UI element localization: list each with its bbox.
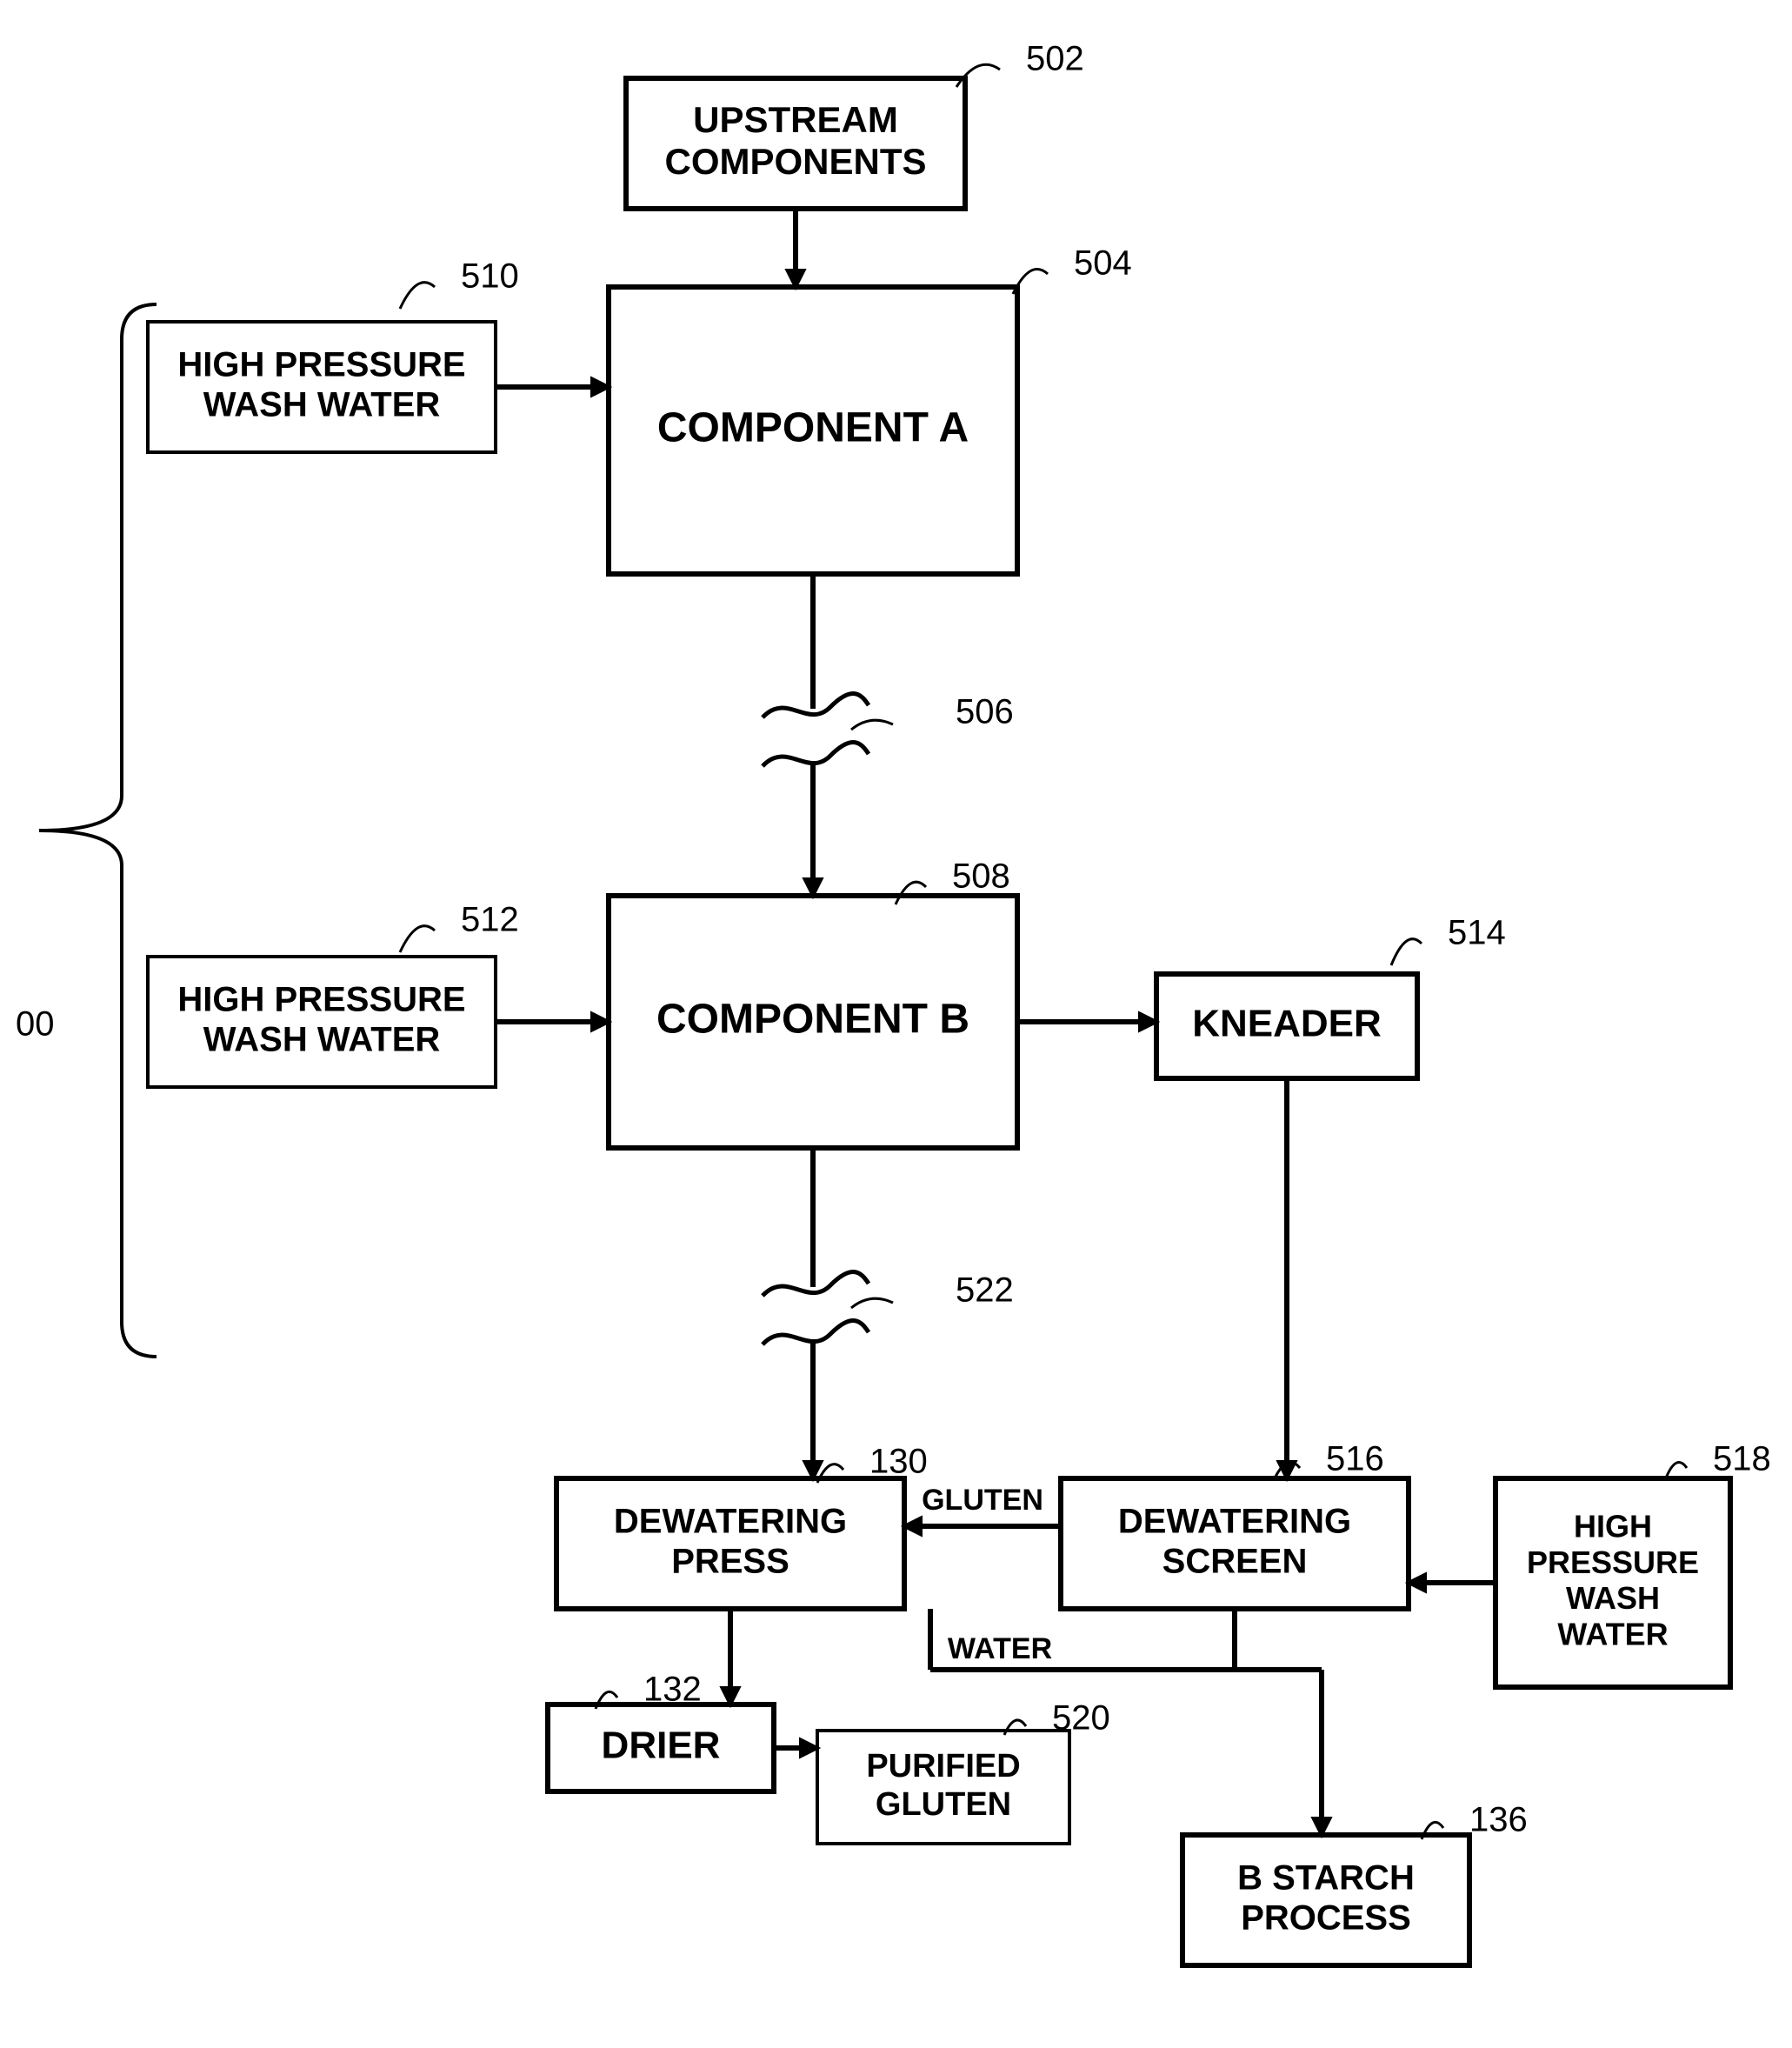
node-hpw512: HIGH PRESSUREWASH WATER	[148, 957, 496, 1087]
node-dewScreen-label: DEWATERING	[1118, 1503, 1351, 1541]
ref-522: 522	[956, 1271, 1014, 1310]
ref-lead-522	[851, 1298, 893, 1308]
node-purified-label: PURIFIED	[866, 1748, 1020, 1784]
ref-502: 502	[1026, 40, 1084, 78]
node-kneader: KNEADER	[1156, 974, 1417, 1078]
node-drier: DRIER	[548, 1704, 774, 1791]
ref-520: 520	[1052, 1699, 1110, 1738]
node-dewScreen-label: SCREEN	[1162, 1543, 1308, 1581]
ref-136: 136	[1469, 1801, 1528, 1839]
node-upstream-label: COMPONENTS	[664, 141, 926, 182]
node-drier-label: DRIER	[602, 1724, 721, 1767]
ref-00: 00	[16, 1005, 55, 1044]
node-kneader-label: KNEADER	[1192, 1003, 1382, 1045]
node-purified: PURIFIEDGLUTEN	[817, 1731, 1069, 1844]
ref-512: 512	[461, 901, 519, 939]
node-hpw518-label: HIGH	[1574, 1508, 1652, 1544]
node-hpw518: HIGHPRESSUREWASHWATER	[1496, 1478, 1730, 1687]
node-upstream: UPSTREAMCOMPONENTS	[626, 78, 965, 209]
node-dewPress: DEWATERINGPRESS	[556, 1478, 904, 1609]
node-compA-label: COMPONENT A	[657, 405, 969, 451]
node-upstream-label: UPSTREAM	[693, 99, 898, 140]
ref-506: 506	[956, 693, 1014, 731]
ref-130: 130	[869, 1443, 928, 1481]
node-dewScreen: DEWATERINGSCREEN	[1061, 1478, 1409, 1609]
brace-group	[39, 304, 157, 1357]
edge-compB-dewPress-break-1	[763, 1321, 869, 1344]
node-dewPress-label: PRESS	[671, 1543, 789, 1581]
node-hpw510-label: WASH WATER	[203, 386, 441, 424]
node-bstarch-label: PROCESS	[1241, 1899, 1411, 1938]
node-hpw518-label: WATER	[1557, 1617, 1668, 1652]
node-hpw510: HIGH PRESSUREWASH WATER	[148, 322, 496, 452]
ref-514: 514	[1448, 914, 1506, 952]
ref-518: 518	[1713, 1440, 1771, 1478]
node-hpw518-label: PRESSURE	[1527, 1544, 1699, 1580]
edge-compA-compB-break-1	[763, 743, 869, 766]
node-bstarch-label: B STARCH	[1237, 1859, 1415, 1898]
ref-lead-506	[851, 720, 893, 730]
node-hpw512-label: HIGH PRESSURE	[177, 981, 465, 1019]
node-bstarch: B STARCHPROCESS	[1182, 1835, 1469, 1965]
ref-lead-510	[400, 283, 435, 309]
ref-504: 504	[1074, 244, 1132, 283]
node-hpw510-label: HIGH PRESSURE	[177, 346, 465, 384]
edge-dewScreen-dewPress-label: GLUTEN	[922, 1484, 1043, 1517]
ref-510: 510	[461, 257, 519, 296]
node-hpw512-label: WASH WATER	[203, 1021, 441, 1059]
ref-508: 508	[952, 857, 1010, 896]
ref-132: 132	[643, 1671, 702, 1709]
water-label: WATER	[948, 1632, 1052, 1665]
node-purified-label: GLUTEN	[876, 1786, 1011, 1823]
ref-lead-514	[1391, 939, 1422, 965]
ref-lead-512	[400, 926, 435, 952]
node-hpw518-label: WASH	[1566, 1580, 1660, 1616]
node-dewPress-label: DEWATERING	[614, 1503, 847, 1541]
node-compB-label: COMPONENT B	[656, 997, 969, 1043]
node-compB: COMPONENT B	[609, 896, 1017, 1148]
node-compA: COMPONENT A	[609, 287, 1017, 574]
ref-516: 516	[1326, 1440, 1384, 1478]
